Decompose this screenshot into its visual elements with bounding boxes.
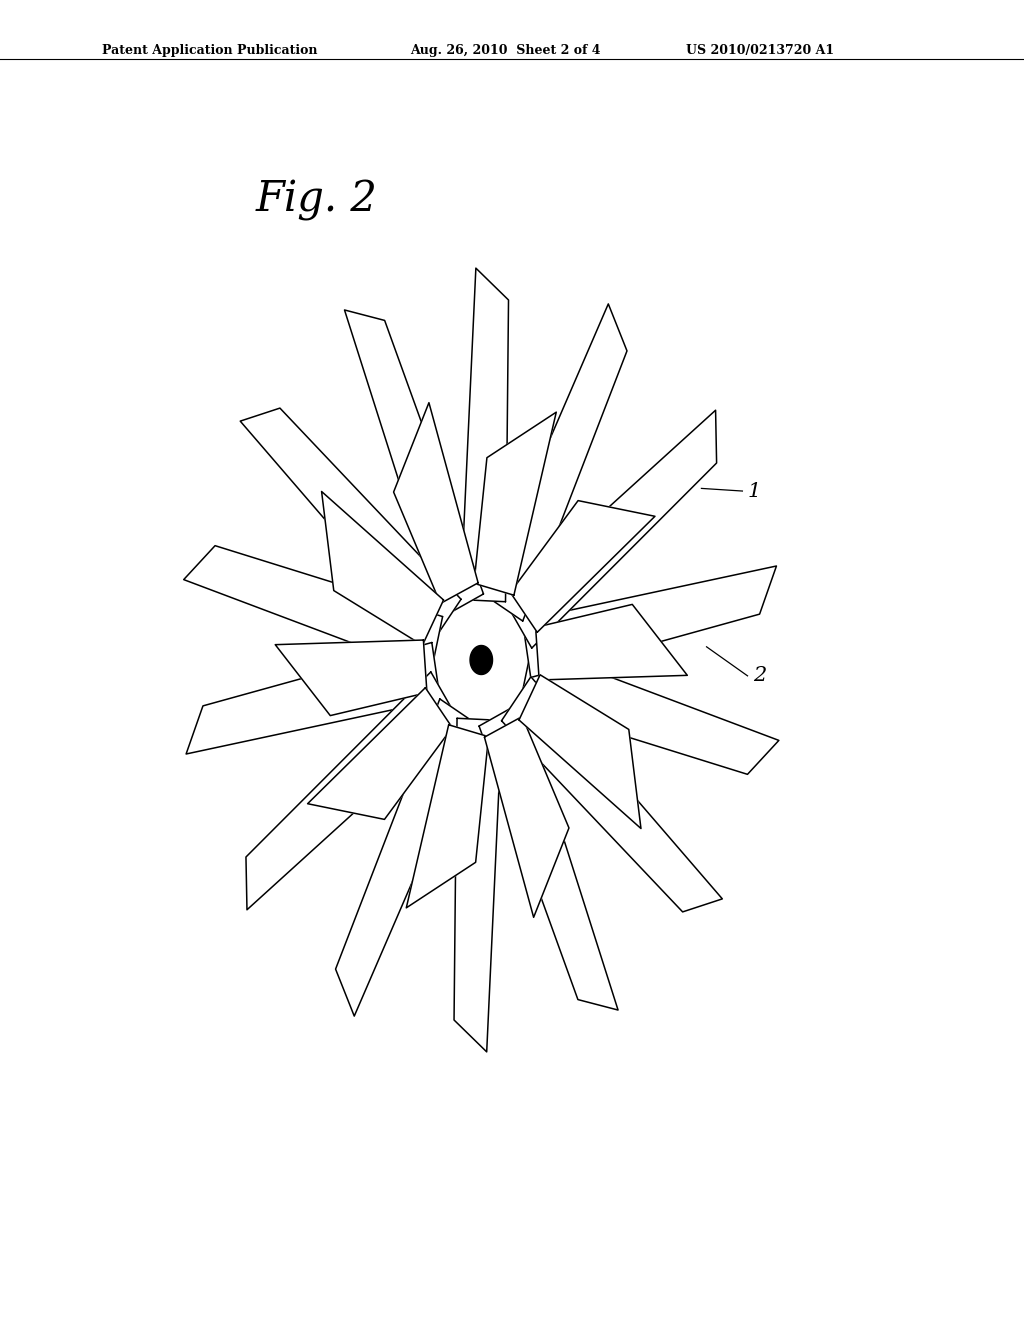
Text: Aug. 26, 2010  Sheet 2 of 4: Aug. 26, 2010 Sheet 2 of 4 bbox=[410, 44, 600, 57]
Polygon shape bbox=[241, 408, 461, 643]
Polygon shape bbox=[454, 718, 502, 1052]
Polygon shape bbox=[536, 605, 687, 680]
Polygon shape bbox=[246, 672, 458, 909]
Text: 2: 2 bbox=[753, 667, 766, 685]
Polygon shape bbox=[510, 500, 655, 632]
Polygon shape bbox=[336, 700, 479, 1016]
Polygon shape bbox=[484, 717, 569, 917]
Polygon shape bbox=[474, 412, 556, 595]
Polygon shape bbox=[186, 643, 440, 754]
Polygon shape bbox=[505, 411, 717, 648]
Polygon shape bbox=[502, 677, 722, 912]
Text: Fig. 2: Fig. 2 bbox=[256, 178, 378, 220]
Polygon shape bbox=[522, 566, 776, 677]
Polygon shape bbox=[519, 675, 641, 829]
Polygon shape bbox=[307, 688, 453, 820]
Text: 1: 1 bbox=[748, 482, 761, 500]
Polygon shape bbox=[479, 702, 618, 1010]
Text: US 2010/0213720 A1: US 2010/0213720 A1 bbox=[686, 44, 835, 57]
Polygon shape bbox=[183, 545, 442, 673]
Polygon shape bbox=[344, 310, 483, 618]
Text: Patent Application Publication: Patent Application Publication bbox=[102, 44, 317, 57]
Polygon shape bbox=[275, 640, 427, 715]
Polygon shape bbox=[470, 645, 493, 675]
Polygon shape bbox=[461, 268, 509, 602]
Polygon shape bbox=[322, 491, 443, 645]
Polygon shape bbox=[483, 304, 627, 620]
Polygon shape bbox=[407, 725, 488, 908]
Polygon shape bbox=[520, 647, 779, 775]
Polygon shape bbox=[393, 403, 478, 603]
